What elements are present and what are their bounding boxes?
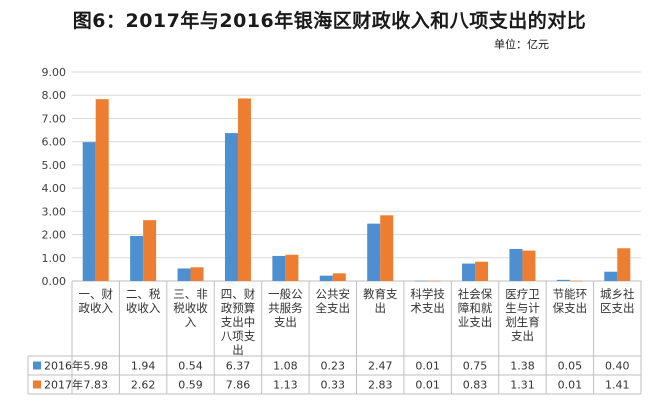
bar-2017 [569, 280, 583, 282]
category-label: 三、非 [173, 287, 208, 301]
bar-2016 [367, 223, 381, 281]
bar-2017 [143, 220, 157, 281]
data-table-value: 0.40 [605, 360, 630, 373]
data-table-value: 2.83 [368, 379, 393, 392]
bar-2017 [332, 273, 346, 281]
category-label: 税收收 [173, 301, 208, 315]
data-table-value: 0.33 [321, 379, 346, 392]
y-tick-label: 0.00 [42, 275, 67, 288]
category-label: 二、税 [126, 287, 161, 301]
category-label: 支出中 [221, 315, 256, 329]
bar-2016 [604, 271, 618, 281]
bar-2017 [617, 248, 631, 281]
category-label: 出 [374, 301, 386, 315]
category-label: 保支出 [553, 301, 588, 315]
y-tick-label: 8.00 [42, 89, 67, 102]
category-label: 生与计 [505, 301, 540, 315]
bar-2016 [272, 255, 286, 281]
bar-2017 [95, 99, 109, 281]
bar-2016 [224, 133, 238, 281]
category-label: 政收入 [78, 301, 113, 315]
data-table-value: 0.23 [321, 360, 346, 373]
data-table-value: 0.01 [415, 379, 440, 392]
bar-2016 [509, 248, 523, 281]
legend-swatch-2016 [33, 361, 41, 370]
category-label: 入 [185, 315, 197, 329]
category-label: 八项支 [221, 329, 256, 343]
y-tick-label: 2.00 [42, 229, 67, 242]
y-tick-label: 4.00 [42, 182, 67, 195]
bar-2017 [427, 280, 441, 282]
category-label: 支出 [511, 329, 534, 343]
category-label: 节能环 [553, 287, 588, 301]
data-table-value: 2.62 [131, 379, 156, 392]
category-label: 收收入 [126, 301, 161, 315]
category-label: 教育支 [363, 287, 398, 301]
y-tick-label: 6.00 [42, 136, 67, 149]
category-label: 区支出 [600, 301, 635, 315]
category-label: 障和就 [458, 301, 493, 315]
category-label: 支出 [274, 315, 297, 329]
data-table-value: 0.05 [558, 360, 583, 373]
bar-2017 [380, 215, 394, 281]
data-table-value: 0.75 [463, 360, 488, 373]
category-label: 科学技 [410, 287, 445, 301]
bar-2017 [190, 267, 204, 281]
bar-2016 [414, 280, 428, 282]
chart-title: 图6：2017年与2016年银海区财政收入和八项支出的对比 [72, 10, 587, 32]
y-tick-label: 3.00 [42, 205, 67, 218]
bar-2017 [475, 261, 489, 281]
bar-2016 [130, 235, 144, 281]
data-table-value: 6.37 [226, 360, 251, 373]
y-tick-label: 5.00 [42, 159, 67, 172]
data-table-value: 7.83 [83, 379, 108, 392]
bar-2017 [285, 254, 299, 281]
category-label: 社会保 [458, 287, 493, 301]
data-table-value: 0.54 [178, 360, 203, 373]
bar-2017 [522, 250, 536, 281]
data-table-value: 2.47 [368, 360, 393, 373]
category-label: 一般公 [268, 287, 303, 301]
category-label: 全支出 [316, 301, 351, 315]
category-label: 一、财 [78, 287, 113, 301]
category-label: 出 [232, 343, 244, 357]
data-table-value: 1.13 [273, 379, 298, 392]
legend-label: 2016年 [44, 359, 83, 373]
category-label: 共服务 [268, 301, 303, 315]
category-label: 医疗卫 [505, 287, 540, 301]
bar-2016 [319, 275, 333, 281]
data-table-value: 0.01 [415, 360, 440, 373]
y-tick-label: 9.00 [42, 66, 67, 79]
data-table-value: 5.98 [83, 360, 108, 373]
category-label: 政预算 [221, 301, 256, 315]
data-table-value: 1.38 [510, 360, 535, 373]
y-tick-label: 7.00 [42, 112, 67, 125]
bar-2016 [556, 279, 570, 281]
category-label: 城乡社 [600, 287, 635, 301]
category-label: 四、财 [221, 287, 256, 301]
data-table-value: 1.94 [131, 360, 156, 373]
bar-2016 [177, 268, 191, 281]
category-label: 划生育 [505, 315, 540, 329]
unit-label: 单位：亿元 [494, 38, 549, 51]
category-label: 公共安 [316, 287, 351, 301]
data-table-value: 0.83 [463, 379, 488, 392]
data-table-value: 1.08 [273, 360, 298, 373]
data-table-value: 0.01 [558, 379, 583, 392]
bar-2016 [82, 142, 96, 281]
bar-2017 [237, 98, 251, 282]
data-table-value: 7.86 [226, 379, 251, 392]
data-table-value: 1.41 [605, 379, 630, 392]
legend-swatch-2017 [33, 380, 41, 389]
legend-label: 2017年 [44, 378, 83, 392]
data-table-value: 0.59 [178, 379, 203, 392]
data-table-value: 1.31 [510, 379, 535, 392]
bar-2016 [462, 263, 476, 281]
category-label: 业支出 [458, 315, 493, 329]
category-label: 术支出 [410, 301, 445, 315]
y-tick-label: 1.00 [42, 252, 67, 265]
